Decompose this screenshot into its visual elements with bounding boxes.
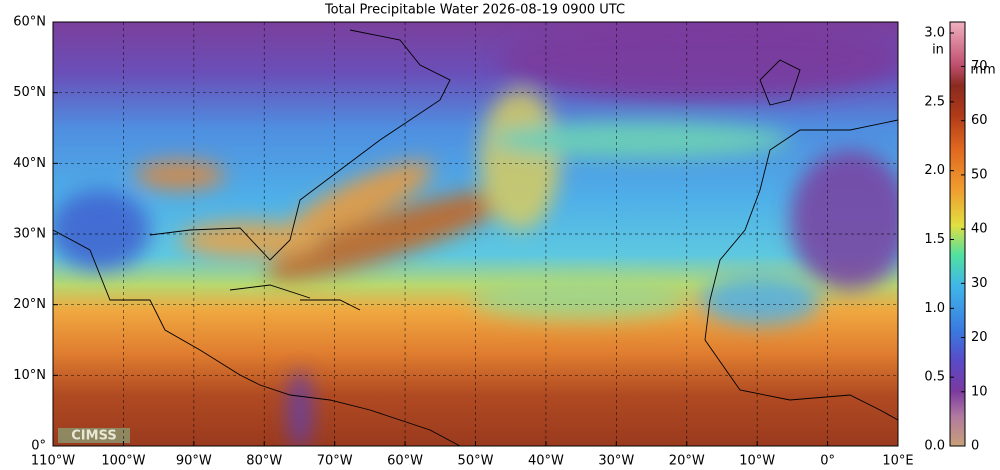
lon-tick-label: 10°W [739,454,775,469]
lat-tick-label: 10°N [13,368,46,383]
mm-tick-label: 70 [971,59,988,74]
inch-tick-label: 0.5 [924,370,945,385]
lon-tick-label: 40°W [528,454,564,469]
lon-tick-label: 10°E [882,454,913,469]
lat-tick-label: 50°N [13,85,46,100]
lat-tick-label: 0° [31,439,46,454]
inch-tick-label: 0.0 [924,439,945,454]
lat-tick-label: 40°N [13,156,46,171]
lat-tick-label: 30°N [13,227,46,242]
inch-tick-label: 2.0 [924,163,945,178]
inch-unit: in [932,43,944,58]
lon-tick-label: 50°W [458,454,494,469]
mm-unit: mm [970,63,995,78]
inch-tick-label: 1.0 [924,301,945,316]
mm-tick-label: 30 [971,276,988,291]
mm-tick-label: 10 [971,384,988,399]
colorbar [949,21,966,447]
inch-tick-label: 2.5 [924,94,945,109]
inch-tick-label: 1.5 [924,232,945,247]
tpw-imagery [53,22,898,446]
mm-tick-label: 20 [971,330,988,345]
map-title: Total Precipitable Water 2026-08-19 0900… [324,3,625,18]
mm-tick-label: 0 [971,439,979,454]
coastlines [52,29,899,447]
mm-tick-label: 60 [971,113,988,128]
logo-text: CIMSS [71,429,116,444]
logo: CIMSS [58,428,130,444]
lon-tick-label: 0° [820,454,835,469]
lon-tick-label: 110°W [31,454,75,469]
lon-tick-label: 80°W [246,454,282,469]
lon-tick-label: 90°W [176,454,212,469]
mm-tick-label: 40 [971,222,988,237]
lon-tick-label: 30°W [598,454,634,469]
lon-tick-label: 70°W [317,454,353,469]
lon-tick-label: 100°W [101,454,145,469]
mm-tick-label: 50 [971,167,988,182]
lon-tick-label: 60°W [387,454,423,469]
lon-tick-label: 20°W [669,454,705,469]
lat-tick-label: 60°N [13,15,46,30]
inch-tick-label: 3.0 [924,26,945,41]
lat-tick-label: 20°N [13,297,46,312]
